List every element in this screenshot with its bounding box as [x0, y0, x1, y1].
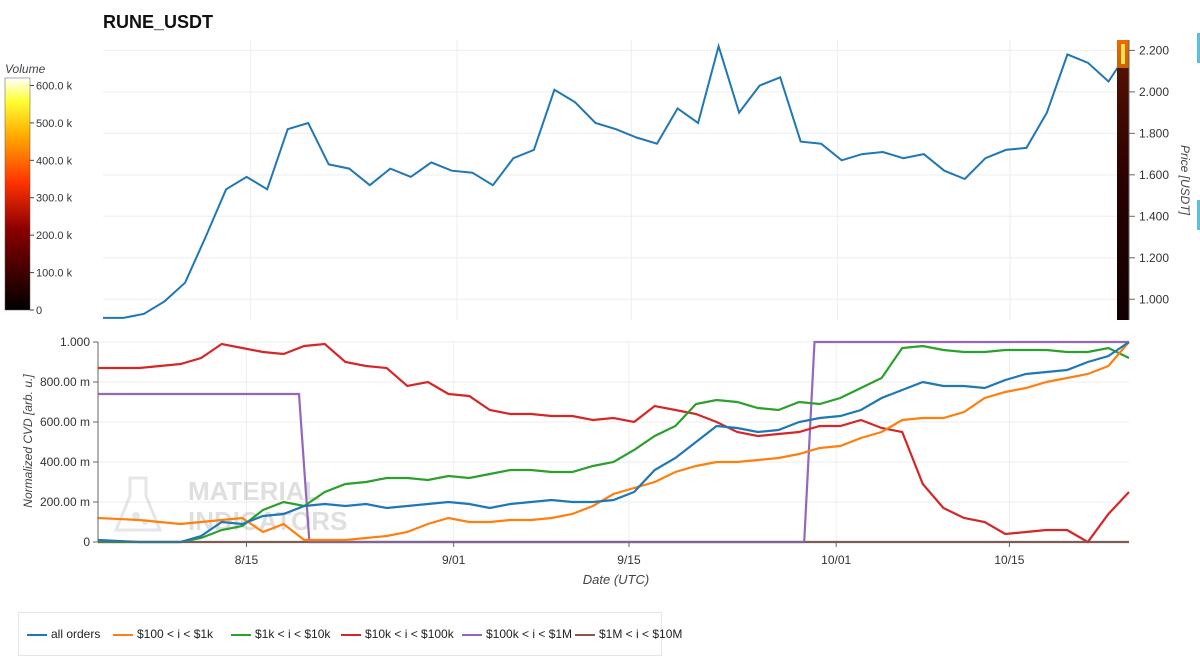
- side-marker-mid: [1197, 200, 1200, 230]
- x-tick-label: 9/01: [442, 553, 466, 567]
- legend-swatch: [341, 633, 361, 636]
- legend-label: $10k < i < $100k: [365, 627, 454, 641]
- colorbar-tick-label: 300.0 k: [36, 193, 73, 205]
- legend-label: all orders: [51, 627, 101, 641]
- x-tick-label: 9/15: [617, 553, 641, 567]
- side-marker-top: [1197, 33, 1200, 63]
- legend-swatch: [231, 633, 251, 636]
- price-tick-label: 2.200: [1139, 43, 1169, 57]
- legend-item[interactable]: $100 < i < $1k: [113, 627, 213, 641]
- price-tick-label: 1.400: [1139, 209, 1169, 223]
- legend-swatch: [575, 633, 595, 636]
- cvd-y-axis-label: Normalized CVD [arb. u.]: [21, 374, 35, 508]
- chart-title: RUNE_USDT: [103, 12, 214, 32]
- watermark-text: MATERIAL INDICATORS: [188, 476, 347, 536]
- colorbar-gradient: [4, 77, 31, 311]
- legend-swatch: [462, 633, 482, 636]
- legend-item[interactable]: $1M < i < $10M: [575, 627, 682, 641]
- price-tick-label: 1.800: [1139, 126, 1169, 140]
- cvd-tick-label: 0: [83, 535, 90, 549]
- legend: all orders $100 < i < $1k $1k < i < $10k $1…: [18, 612, 682, 656]
- cvd-series-bin-10k-100k: [98, 342, 1130, 544]
- price-tick-label: 1.600: [1139, 168, 1169, 182]
- x-tick-label: 8/15: [235, 553, 259, 567]
- colorbar-tick-label: 500.0 k: [36, 118, 73, 130]
- legend-label: $1M < i < $10M: [599, 627, 683, 641]
- cvd-series-bin-100-1k: [97, 341, 1130, 542]
- legend-item[interactable]: $10k < i < $100k: [341, 627, 454, 641]
- cvd-tick-label: 800.00 m: [40, 375, 90, 389]
- price-series-line: [103, 42, 1130, 319]
- cvd-series-all-orders: [97, 341, 1130, 544]
- colorbar-tick-label: 400.0 k: [36, 155, 73, 167]
- colorbar-tick-label: 0: [36, 305, 42, 317]
- price-tick-label: 1.200: [1139, 251, 1169, 265]
- cvd-panel: MATERIAL INDICATORS 0 200.00 m 400.00 m 600.…: [21, 335, 1130, 587]
- cvd-series-bin-1k-10k: [98, 344, 1130, 544]
- x-tick-label: 10/01: [821, 553, 851, 567]
- cvd-tick-label: 200.00 m: [40, 495, 90, 509]
- legend-item[interactable]: $100k < i < $1M: [462, 627, 572, 641]
- legend-label: $1k < i < $10k: [255, 627, 331, 641]
- legend-swatch: [27, 633, 47, 636]
- legend-label: $100 < i < $1k: [137, 627, 214, 641]
- volume-heatmap-strip: [1117, 40, 1129, 320]
- legend-swatch: [113, 633, 133, 636]
- cvd-tick-label: 1.000: [60, 335, 90, 349]
- x-axis-label: Date (UTC): [583, 572, 649, 587]
- price-y-axis-label: Price [USDT]: [1178, 145, 1192, 216]
- price-tick-label: 1.000: [1139, 292, 1169, 306]
- price-panel: 1.000 1.200 1.400 1.600 1.800 2.000 2.200 Pric…: [103, 33, 1200, 320]
- legend-item[interactable]: all orders: [27, 627, 100, 641]
- colorbar-tick-label: 200.0 k: [36, 230, 73, 242]
- cvd-tick-label: 400.00 m: [40, 455, 90, 469]
- legend-item[interactable]: $1k < i < $10k: [231, 627, 330, 641]
- colorbar-label: Volume: [5, 62, 46, 76]
- colorbar-tick-label: 600.0 k: [36, 80, 73, 92]
- heatmap-highlight: [1117, 40, 1129, 68]
- colorbar-tick-label: 100.0 k: [36, 268, 73, 280]
- legend-label: $100k < i < $1M: [486, 627, 573, 641]
- volume-colorbar: Volume 600.0 k 500.0 k 400.0 k 300.0 k 200.0…: [4, 62, 73, 317]
- price-tick-label: 2.000: [1139, 85, 1169, 99]
- x-tick-label: 10/15: [994, 553, 1024, 567]
- cvd-tick-label: 600.00 m: [40, 415, 90, 429]
